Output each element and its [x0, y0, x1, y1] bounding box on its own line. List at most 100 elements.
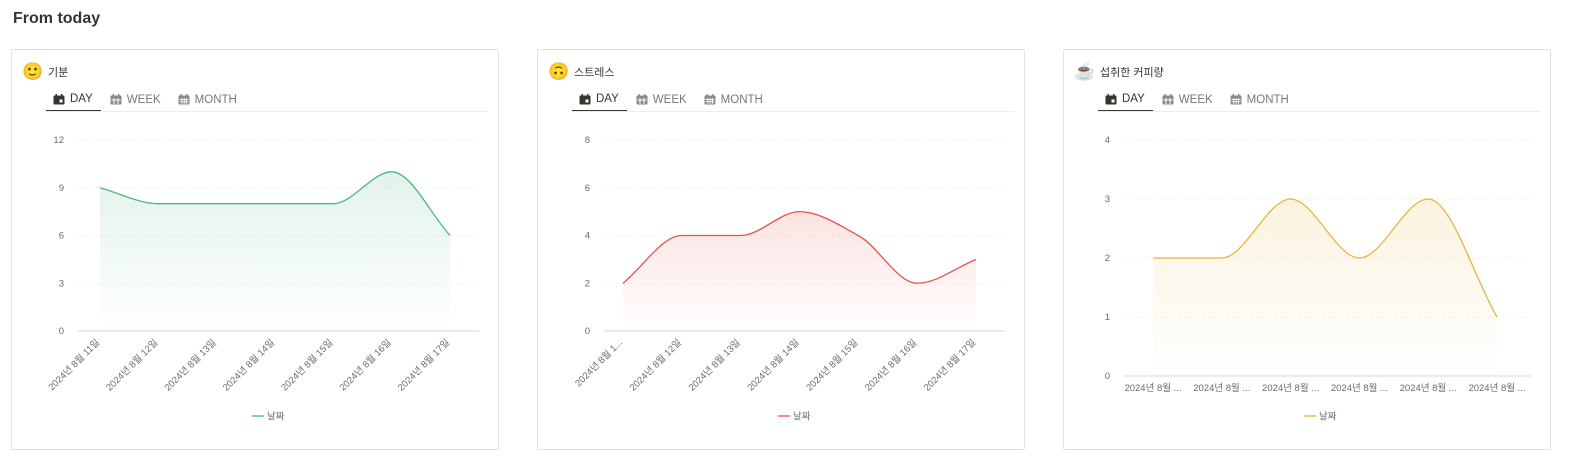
card-header: ☕ 섭취한 커피량: [1074, 62, 1164, 82]
tab-label: WEEK: [652, 93, 687, 106]
coffee-icon: ☕: [1074, 62, 1096, 81]
data-point[interactable]: [1494, 314, 1500, 320]
view-tabs: DAY WEEK MONTH: [46, 88, 488, 112]
data-point[interactable]: [447, 233, 453, 239]
calendar-week-icon: [636, 94, 648, 105]
calendar-day-icon: [579, 93, 591, 104]
tab-label: MONTH: [194, 93, 237, 106]
card-header: 🙃 스트레스: [548, 62, 615, 82]
tab-month[interactable]: MONTH: [1223, 88, 1297, 111]
data-point[interactable]: [214, 201, 220, 207]
x-tick-label: 2024년 8월 12일: [104, 337, 161, 394]
x-tick-label: 2024년 8월 14일: [220, 337, 277, 394]
y-tick-label: 2: [585, 278, 590, 289]
legend-label[interactable]: 날짜: [793, 412, 811, 423]
series-area: [1153, 199, 1497, 376]
y-tick-label: 0: [1105, 371, 1110, 382]
data-point[interactable]: [1356, 255, 1362, 261]
data-point[interactable]: [973, 256, 979, 262]
x-tick-label: 2024년 8월 14일: [745, 337, 802, 394]
x-tick-label: 2024년 8월 12일: [627, 337, 684, 394]
tab-week[interactable]: WEEK: [1155, 88, 1221, 111]
y-tick-label: 4: [585, 231, 590, 242]
calendar-month-icon: [1230, 94, 1242, 105]
y-tick-label: 4: [1105, 135, 1110, 146]
data-point[interactable]: [797, 209, 803, 215]
calendar-month-icon: [178, 94, 190, 105]
x-tick-label: 2024년 8월 13일: [686, 337, 743, 394]
data-point[interactable]: [1150, 255, 1156, 261]
x-tick-label: 2024년 8월 13일: [162, 337, 219, 394]
view-tabs: DAY WEEK MONTH: [572, 88, 1014, 112]
tab-day[interactable]: DAY: [572, 88, 627, 111]
data-point[interactable]: [620, 280, 626, 286]
y-tick-label: 6: [585, 183, 590, 194]
x-tick-label: 2024년 8월 ...: [1331, 382, 1388, 394]
y-tick-label: 0: [585, 326, 590, 337]
tab-week[interactable]: WEEK: [103, 88, 169, 111]
chart-card-stress: 🙃 스트레스 DAY WEEK MONTH 0 2 4 6 8 2024년 8월 1...…: [537, 49, 1025, 450]
data-point[interactable]: [679, 233, 685, 239]
x-tick-label: 2024년 8월 1...: [573, 337, 626, 390]
x-tick-label: 2024년 8월 ...: [1193, 382, 1250, 394]
y-tick-label: 3: [1105, 194, 1110, 205]
tab-label: DAY: [70, 93, 93, 105]
tab-month[interactable]: MONTH: [697, 88, 771, 111]
tab-week[interactable]: WEEK: [629, 88, 695, 111]
tab-month[interactable]: MONTH: [171, 88, 245, 111]
x-tick-label: 2024년 8월 ...: [1262, 382, 1319, 394]
legend-label[interactable]: 날짜: [267, 412, 285, 423]
x-tick-label: 2024년 8월 16일: [337, 337, 394, 394]
calendar-week-icon: [110, 94, 122, 105]
view-tabs: DAY WEEK MONTH: [1098, 88, 1540, 112]
tab-label: MONTH: [1246, 93, 1289, 106]
upside-down-face-icon: 🙃: [548, 62, 570, 81]
legend-label[interactable]: 날짜: [1319, 412, 1337, 423]
card-title[interactable]: 섭취한 커피량: [1100, 67, 1164, 79]
data-point[interactable]: [272, 201, 278, 207]
series-line[interactable]: [99, 171, 451, 236]
data-point[interactable]: [155, 201, 161, 207]
x-tick-label: 2024년 8월 ...: [1400, 382, 1457, 394]
tab-label: WEEK: [126, 93, 161, 106]
y-tick-label: 8: [585, 135, 590, 146]
data-point[interactable]: [97, 185, 103, 191]
tab-label: DAY: [596, 93, 619, 105]
calendar-week-icon: [1162, 94, 1174, 105]
page-title: From today: [13, 10, 101, 27]
data-point[interactable]: [855, 233, 861, 239]
slightly-smiling-face-icon: 🙂: [22, 62, 44, 81]
y-tick-label: 0: [59, 326, 64, 337]
chart-card-mood: 🙂 기분 DAY WEEK MONTH 0 3 6 9 12 2024년 8월 11일 20…: [11, 49, 499, 450]
y-tick-label: 6: [59, 231, 64, 242]
card-title[interactable]: 스트레스: [574, 67, 615, 79]
x-tick-label: 2024년 8월 15일: [279, 337, 336, 394]
tab-label: WEEK: [1178, 93, 1213, 106]
data-point[interactable]: [1219, 255, 1225, 261]
data-point[interactable]: [914, 280, 920, 286]
card-header: 🙂 기분: [22, 62, 69, 82]
x-tick-label: 2024년 8월 17일: [921, 337, 978, 394]
tab-day[interactable]: DAY: [46, 88, 101, 111]
data-point[interactable]: [389, 169, 395, 175]
series-area: [100, 171, 450, 331]
tab-label: DAY: [1122, 93, 1145, 105]
tab-day[interactable]: DAY: [1098, 88, 1153, 111]
card-title[interactable]: 기분: [48, 67, 69, 79]
data-point[interactable]: [1288, 196, 1294, 202]
data-point[interactable]: [330, 201, 336, 207]
series-line[interactable]: [622, 210, 977, 284]
y-tick-label: 2: [1105, 253, 1110, 264]
x-tick-label: 2024년 8월 16일: [862, 337, 919, 394]
tab-label: MONTH: [720, 93, 763, 106]
x-tick-label: 2024년 8월 ...: [1468, 382, 1525, 394]
y-tick-label: 9: [59, 183, 64, 194]
data-point[interactable]: [738, 233, 744, 239]
series-line[interactable]: [1152, 198, 1498, 318]
calendar-month-icon: [704, 94, 716, 105]
data-point[interactable]: [1425, 196, 1431, 202]
x-tick-label: 2024년 8월 ...: [1124, 382, 1181, 394]
y-tick-label: 12: [53, 135, 64, 146]
